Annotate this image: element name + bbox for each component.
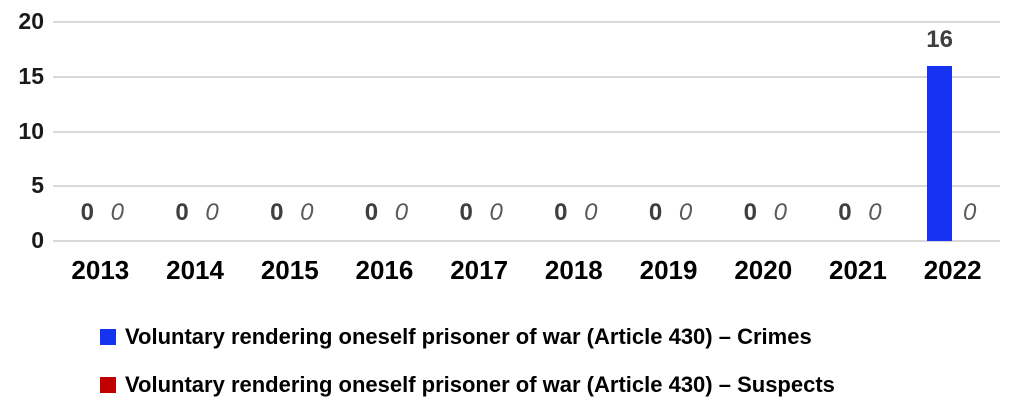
zero-value-label: 0 (838, 199, 852, 226)
zero-value-label: 0 (489, 199, 503, 226)
zero-value-label: 0 (554, 199, 568, 226)
zero-value-label: 0 (743, 199, 757, 226)
legend-item-suspects: Voluntary rendering oneself prisoner of … (100, 373, 835, 397)
zero-value-label: 0 (394, 199, 409, 226)
x-tick-label: 2017 (450, 255, 509, 285)
zero-value-label: 0 (459, 199, 473, 226)
x-tick-label: 2013 (71, 255, 130, 285)
legend-label-crimes: Voluntary rendering oneself prisoner of … (125, 324, 812, 349)
zero-value-label: 0 (80, 199, 95, 226)
gridline (53, 21, 1000, 23)
x-tick-label: 2022 (923, 255, 982, 285)
gridline (53, 130, 1000, 133)
y-tick-label: 0 (31, 227, 44, 254)
gridline (53, 75, 1000, 78)
zero-value-label: 0 (678, 199, 693, 226)
zero-value-label: 0 (773, 199, 787, 226)
zero-value-label: 0 (364, 199, 379, 226)
legend-swatch-crimes-icon (100, 329, 116, 345)
zero-value-label: 0 (962, 199, 977, 226)
x-tick-label: 2016 (355, 255, 414, 285)
y-tick-label: 10 (18, 117, 44, 144)
bar (927, 65, 953, 241)
x-tick-label: 2021 (829, 255, 887, 285)
x-tick-label: 2019 (639, 255, 698, 285)
x-tick-label: 2015 (260, 255, 319, 285)
y-tick-label: 20 (18, 8, 44, 35)
y-tick-label: 15 (18, 62, 44, 89)
zero-value-label: 0 (648, 199, 663, 226)
zero-value-label: 0 (584, 199, 598, 226)
x-tick-label: 2014 (166, 255, 224, 285)
zero-value-label: 0 (175, 199, 189, 226)
gridline (53, 185, 1000, 188)
gridline (53, 240, 1000, 242)
x-tick-label: 2018 (544, 255, 603, 285)
zero-value-label: 0 (205, 199, 219, 226)
legend-label-suspects: Voluntary rendering oneself prisoner of … (125, 372, 835, 397)
bar-value-label: 16 (926, 25, 953, 53)
legend-swatch-suspects-icon (100, 377, 116, 393)
zero-value-label: 0 (270, 199, 284, 226)
zero-value-label: 0 (868, 199, 882, 226)
zero-value-label: 0 (110, 199, 125, 226)
legend-item-crimes: Voluntary rendering oneself prisoner of … (100, 325, 812, 349)
zero-value-label: 0 (300, 199, 314, 226)
x-tick-label: 2020 (734, 255, 793, 285)
y-tick-label: 5 (31, 172, 44, 199)
